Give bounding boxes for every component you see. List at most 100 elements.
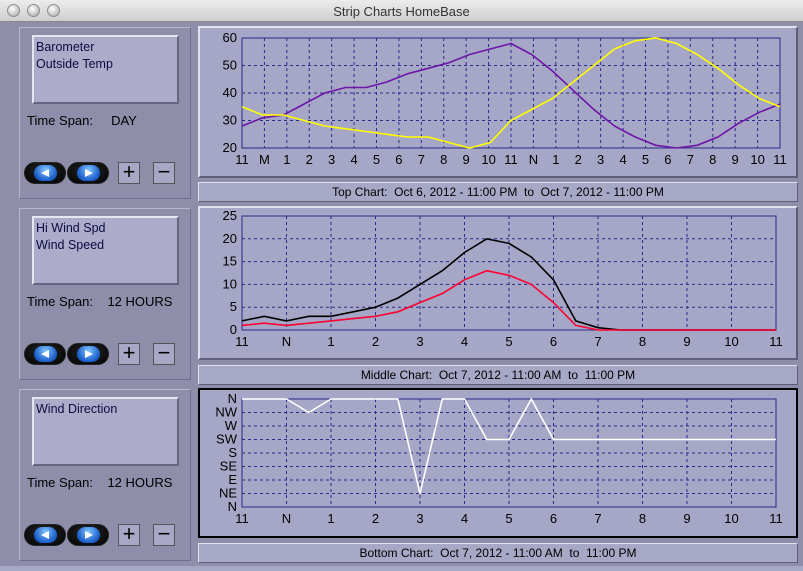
top-chart-caption: Top Chart: Oct 6, 2012 - 11:00 PM to Oct…	[198, 182, 798, 202]
x-tick-label: 11	[769, 511, 783, 526]
y-tick-label: 5	[230, 299, 237, 314]
x-tick-label: 8	[709, 152, 716, 167]
right-arrow-icon	[77, 346, 100, 362]
y-tick-label: 30	[223, 113, 237, 128]
middle-chart-caption: Middle Chart: Oct 7, 2012 - 11:00 AM to …	[198, 365, 798, 385]
top-chart[interactable]: 11 M 1 2 3 4 5 6 7 8 9 10 11 N 1 2 3 4 5 6 7 8 9 10 11 60 50 40 30 20	[198, 26, 798, 178]
y-tick-label: NW	[215, 405, 237, 420]
middle-zoom-in-button[interactable]: +	[118, 342, 140, 365]
x-tick-label: 1	[552, 152, 559, 167]
x-tick-label: 6	[550, 334, 557, 349]
bottom-chart[interactable]: 11 N 1 2 3 4 5 6 7 8 9 10 11 N NW W SW S SE E NE N	[198, 388, 798, 538]
top-chart-controls: Barometer Outside Temp Time Span: DAY + …	[19, 27, 191, 199]
right-arrow-icon	[77, 165, 100, 181]
close-window-icon[interactable]	[7, 4, 20, 17]
top-zoom-in-button[interactable]: +	[118, 161, 140, 184]
y-tick-label: W	[225, 418, 238, 433]
top-next-button[interactable]	[67, 162, 109, 184]
y-tick-label: S	[228, 445, 237, 460]
y-tick-label: NE	[219, 486, 237, 501]
x-tick-label: 11	[504, 152, 518, 167]
zoom-window-icon[interactable]	[47, 4, 60, 17]
minimize-window-icon[interactable]	[27, 4, 40, 17]
x-tick-label: 1	[327, 334, 334, 349]
x-tick-label: 2	[372, 334, 379, 349]
x-tick-label: 2	[372, 511, 379, 526]
bottom-chart-controls: Wind Direction Time Span: 12 HOURS + −	[19, 389, 191, 561]
x-tick-label: 11	[769, 334, 783, 349]
x-tick-label: 10	[750, 152, 764, 167]
x-tick-label: 11	[235, 511, 249, 526]
x-tick-label: 7	[687, 152, 694, 167]
y-tick-label: 10	[223, 276, 237, 291]
x-tick-label: 8	[639, 511, 646, 526]
y-tick-label: 20	[223, 140, 237, 155]
y-tick-label: 60	[223, 30, 237, 45]
y-tick-label: 20	[223, 231, 237, 246]
x-tick-label: 10	[481, 152, 495, 167]
x-tick-label: 3	[597, 152, 604, 167]
x-tick-label: 7	[418, 152, 425, 167]
left-arrow-icon	[34, 165, 57, 181]
y-tick-label: SE	[220, 459, 238, 474]
x-tick-label: 3	[416, 334, 423, 349]
x-tick-label: N	[282, 334, 291, 349]
series-line-2	[241, 269, 776, 331]
x-tick-label: 3	[328, 152, 335, 167]
x-tick-label: 4	[619, 152, 626, 167]
x-tick-label: 1	[283, 152, 290, 167]
x-tick-label: N	[282, 511, 291, 526]
middle-zoom-out-button[interactable]: −	[153, 342, 175, 365]
x-tick-label: 2	[306, 152, 313, 167]
x-tick-label: 9	[683, 334, 690, 349]
x-tick-label: 10	[724, 511, 738, 526]
x-tick-label: 4	[461, 511, 468, 526]
bottom-prev-button[interactable]	[24, 524, 66, 546]
series-line-1	[242, 397, 776, 494]
right-arrow-icon	[77, 527, 100, 543]
timespan-value: 12 HOURS	[107, 294, 173, 309]
x-tick-label: 5	[505, 334, 512, 349]
legend-wind-speed: Wind Speed	[36, 238, 105, 252]
middle-next-button[interactable]	[67, 343, 109, 365]
y-tick-label: N	[228, 391, 237, 406]
middle-legend: Hi Wind Spd Wind Speed	[32, 216, 179, 285]
x-tick-label: 7	[594, 511, 601, 526]
top-zoom-out-button[interactable]: −	[153, 161, 175, 184]
timespan-value: DAY	[111, 113, 137, 128]
x-tick-label: 9	[683, 511, 690, 526]
bottom-chart-caption: Bottom Chart: Oct 7, 2012 - 11:00 AM to …	[198, 543, 798, 563]
bottom-legend: Wind Direction	[32, 397, 179, 466]
x-tick-label: 11	[235, 152, 249, 167]
middle-chart[interactable]: 11 N 1 2 3 4 5 6 7 8 9 10 11 25 20 15 10 5 0	[198, 206, 798, 360]
x-tick-label: 9	[732, 152, 739, 167]
bottom-timespan: Time Span: 12 HOURS	[27, 475, 172, 490]
x-tick-label: 1	[327, 511, 334, 526]
y-tick-label: 40	[223, 85, 237, 100]
legend-hi-wind-spd: Hi Wind Spd	[36, 221, 106, 235]
middle-prev-button[interactable]	[24, 343, 66, 365]
bottom-next-button[interactable]	[67, 524, 109, 546]
title-bar: Strip Charts HomeBase	[0, 0, 803, 22]
timespan-label: Time Span:	[27, 113, 93, 128]
bottom-zoom-in-button[interactable]: +	[118, 523, 140, 546]
x-tick-label: 5	[642, 152, 649, 167]
window-title: Strip Charts HomeBase	[333, 4, 470, 19]
top-prev-button[interactable]	[24, 162, 66, 184]
x-tick-label: 10	[724, 334, 738, 349]
middle-chart-plot: 11 N 1 2 3 4 5 6 7 8 9 10 11 25 20 15 10 5 0	[223, 208, 783, 349]
top-timespan: Time Span: DAY	[27, 113, 137, 128]
x-tick-label: M	[259, 152, 270, 167]
y-tick-label: 50	[223, 58, 237, 73]
series-line-1	[241, 42, 781, 149]
x-tick-label: N	[529, 152, 538, 167]
top-legend: Barometer Outside Temp	[32, 35, 179, 104]
x-tick-label: 8	[639, 334, 646, 349]
x-tick-label: 11	[235, 334, 249, 349]
timespan-value: 12 HOURS	[107, 475, 173, 490]
series-line-2	[241, 37, 781, 149]
bottom-zoom-out-button[interactable]: −	[153, 523, 175, 546]
x-tick-label: 3	[416, 511, 423, 526]
y-tick-label: 0	[230, 322, 237, 337]
